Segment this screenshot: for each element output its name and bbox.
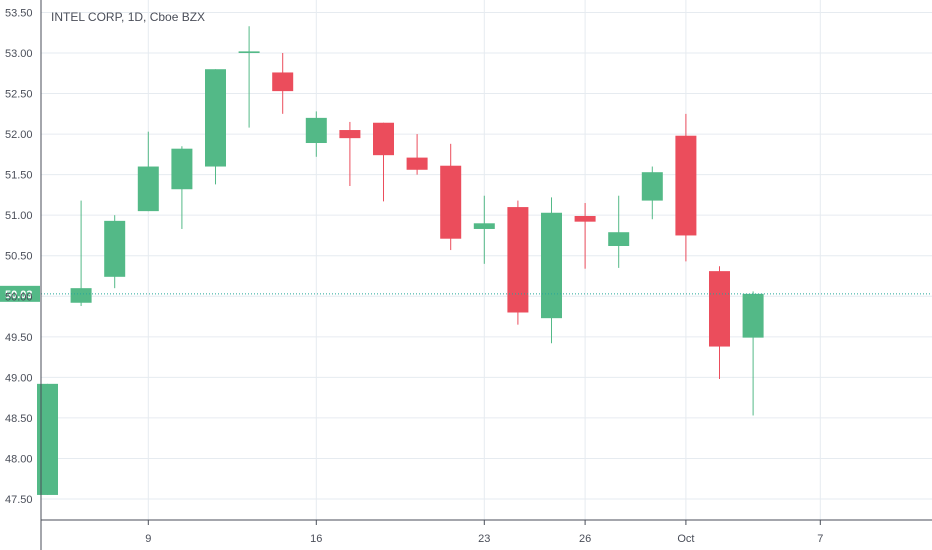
y-tick-label: 50.00 [5,291,33,303]
y-tick-label: 47.50 [5,494,33,506]
candle-body [171,148,193,190]
y-tick-label: 49.50 [5,332,33,344]
candle-body [406,157,428,170]
candle[interactable] [608,195,630,268]
x-tick-label: Oct [677,533,694,545]
candle[interactable] [70,200,92,307]
candle[interactable] [709,266,730,379]
candle[interactable] [137,131,159,212]
candle-body [104,220,126,277]
candle[interactable] [641,166,663,220]
candle-body [339,130,361,139]
candle-body [541,212,562,319]
y-tick-label: 52.50 [5,89,33,101]
y-tick-label: 51.50 [5,170,33,182]
candle-body [507,207,529,313]
candle-body [608,232,630,246]
candle-body [238,51,260,53]
y-tick-label: 51.00 [5,210,33,222]
candle[interactable] [440,143,462,251]
candle[interactable] [541,197,562,344]
candle-body [137,166,159,212]
candle-series[interactable] [37,26,764,495]
y-tick-label: 50.50 [5,251,33,263]
candle-body [574,215,596,222]
candle-body [272,72,294,92]
candle-body [70,288,92,303]
x-tick-label: 23 [478,533,490,545]
y-tick-label: 48.50 [5,413,33,425]
candle[interactable] [373,122,394,202]
candle[interactable] [238,26,260,128]
candle-body [205,69,226,167]
candle[interactable] [507,200,529,325]
candle[interactable] [205,69,226,185]
candle[interactable] [574,203,596,269]
y-tick-label: 49.00 [5,372,33,384]
chart-title: INTEL CORP, 1D, Cboe BZX [51,10,205,24]
candle-body [305,117,327,144]
candle[interactable] [406,134,428,175]
candle-body [709,271,730,347]
candle[interactable] [104,215,126,289]
candle[interactable] [339,121,361,186]
candle[interactable] [37,383,58,495]
last-price-line: 50.03 [0,285,932,302]
candle[interactable] [305,111,327,157]
x-tick-label: 9 [145,533,151,545]
x-tick-label: 26 [579,533,591,545]
candle-body [742,293,764,338]
y-tick-label: 52.00 [5,129,33,141]
candle[interactable] [171,146,193,229]
candle[interactable] [675,113,697,262]
candle-body [641,172,663,201]
y-tick-label: 53.00 [5,48,33,60]
x-tick-label: 16 [310,533,322,545]
axes: 47.50 48.00 48.50 49.00 49.50 50.00 50.50 51.00… [5,0,932,550]
candle-body [373,122,394,156]
candle[interactable] [473,195,495,264]
last-price-label: 50.03 [5,289,33,301]
candle[interactable] [742,291,764,416]
candle-body [37,383,58,495]
last-price-tag [0,285,40,302]
y-tick-label: 53.50 [5,7,33,19]
x-tick-label: 7 [817,533,823,545]
candle[interactable] [272,53,294,114]
candle-body [473,223,495,229]
candle-body [675,135,697,236]
candle-body [440,165,462,239]
y-tick-label: 48.00 [5,453,33,465]
